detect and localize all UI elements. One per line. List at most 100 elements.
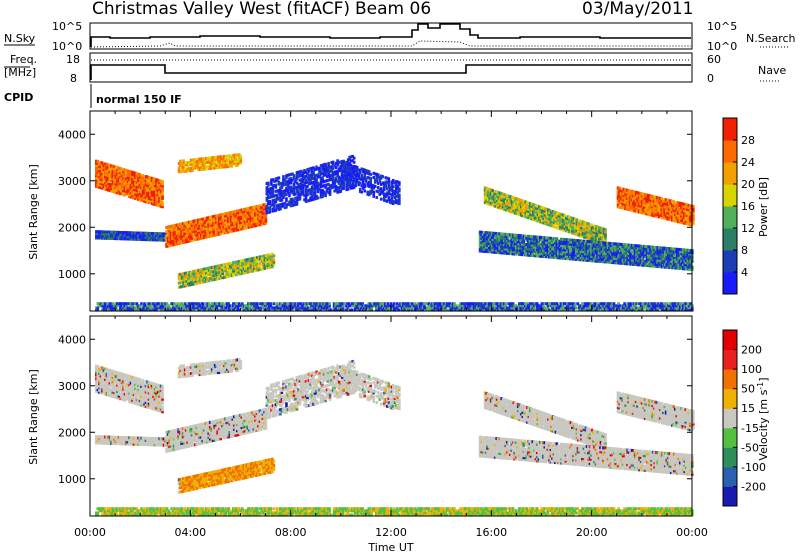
power-cell bbox=[143, 189, 146, 193]
power-cell bbox=[152, 179, 155, 183]
power-cell bbox=[228, 213, 232, 217]
power-cell bbox=[111, 166, 115, 170]
power-cell bbox=[232, 210, 236, 214]
power-cell bbox=[196, 224, 200, 228]
power-cell bbox=[146, 175, 149, 179]
power-cell bbox=[141, 231, 145, 235]
power-cell bbox=[198, 224, 201, 228]
power-cell bbox=[119, 192, 122, 196]
power-cell bbox=[189, 232, 192, 236]
power-cell bbox=[144, 181, 148, 185]
power-cell bbox=[122, 174, 125, 178]
power-cell bbox=[138, 235, 142, 239]
power-cell bbox=[102, 166, 106, 170]
power-cell bbox=[159, 196, 163, 200]
power-cell bbox=[282, 175, 285, 179]
power-cell bbox=[240, 221, 244, 225]
power-cell bbox=[183, 167, 187, 171]
power-cell bbox=[125, 171, 128, 175]
power-cell bbox=[143, 233, 146, 237]
power-cell bbox=[158, 181, 161, 185]
power-cell bbox=[172, 243, 176, 247]
power-cell bbox=[178, 222, 182, 226]
power-cell bbox=[264, 202, 268, 206]
power-cell bbox=[95, 236, 98, 240]
power-cell bbox=[193, 238, 197, 242]
power-cell bbox=[249, 212, 253, 216]
power-cell bbox=[120, 235, 124, 239]
power-cell bbox=[116, 191, 119, 195]
power-cell bbox=[255, 217, 259, 221]
power-cell bbox=[104, 177, 107, 181]
power-cell bbox=[216, 218, 220, 222]
power-cell bbox=[243, 226, 247, 230]
power-cell bbox=[119, 230, 122, 234]
power-cell bbox=[114, 234, 118, 238]
power-cell bbox=[360, 173, 363, 177]
power-cell bbox=[193, 223, 197, 227]
power-cell bbox=[152, 232, 155, 236]
power-cell bbox=[246, 217, 250, 221]
power-cell bbox=[201, 232, 204, 236]
power-cell bbox=[211, 225, 215, 229]
power-cell bbox=[242, 227, 245, 231]
power-cell bbox=[144, 198, 148, 202]
power-cell bbox=[141, 184, 145, 188]
power-cell bbox=[107, 163, 110, 167]
power-cell bbox=[129, 187, 133, 191]
power-cell bbox=[179, 159, 182, 163]
power-cell bbox=[198, 232, 201, 236]
power-cell bbox=[172, 228, 176, 232]
power-cell bbox=[232, 229, 236, 233]
power-cell bbox=[242, 224, 245, 228]
power-cell bbox=[190, 234, 194, 238]
power-cell bbox=[98, 166, 101, 170]
power-cell bbox=[131, 191, 134, 195]
power-cell bbox=[134, 173, 137, 177]
power-cell bbox=[257, 217, 260, 221]
power-cell bbox=[117, 179, 121, 183]
power-cell bbox=[214, 231, 218, 235]
power-cell bbox=[192, 228, 195, 232]
power-cell bbox=[152, 177, 155, 181]
power-cell bbox=[226, 220, 230, 224]
power-cell bbox=[246, 225, 250, 229]
power-cell bbox=[214, 216, 218, 220]
power-cell bbox=[392, 178, 395, 182]
power-cell bbox=[249, 223, 253, 227]
power-cell bbox=[144, 231, 148, 235]
power-cell bbox=[135, 191, 139, 195]
power-cell bbox=[120, 186, 124, 190]
power-cell bbox=[235, 228, 239, 232]
power-cell bbox=[110, 179, 113, 182]
power-cell bbox=[226, 228, 230, 232]
power-cell bbox=[189, 220, 192, 224]
power-cell bbox=[251, 222, 254, 226]
power-cell bbox=[138, 173, 142, 177]
power-cell bbox=[105, 173, 109, 177]
power-cell bbox=[152, 183, 155, 187]
power-cell bbox=[144, 175, 148, 179]
power-cell bbox=[128, 190, 131, 194]
power-cell bbox=[143, 180, 146, 184]
power-cell bbox=[240, 214, 244, 218]
power-cell bbox=[348, 181, 351, 185]
power-cell bbox=[237, 217, 241, 221]
power-cell bbox=[187, 220, 191, 224]
power-cell bbox=[140, 198, 143, 202]
power-cell bbox=[153, 194, 157, 198]
power-cell bbox=[128, 231, 131, 235]
power-cell bbox=[95, 172, 98, 176]
power-cell bbox=[248, 225, 251, 229]
power-cell bbox=[234, 226, 238, 230]
power-cell bbox=[189, 235, 192, 239]
power-cell bbox=[324, 162, 327, 166]
power-cell bbox=[213, 214, 217, 218]
power-cell bbox=[235, 209, 239, 213]
power-cell bbox=[202, 234, 206, 237]
power-cell bbox=[137, 231, 140, 235]
power-cell bbox=[132, 237, 136, 241]
power-cell bbox=[140, 186, 143, 190]
power-cell bbox=[98, 173, 101, 177]
power-cell bbox=[240, 225, 244, 229]
